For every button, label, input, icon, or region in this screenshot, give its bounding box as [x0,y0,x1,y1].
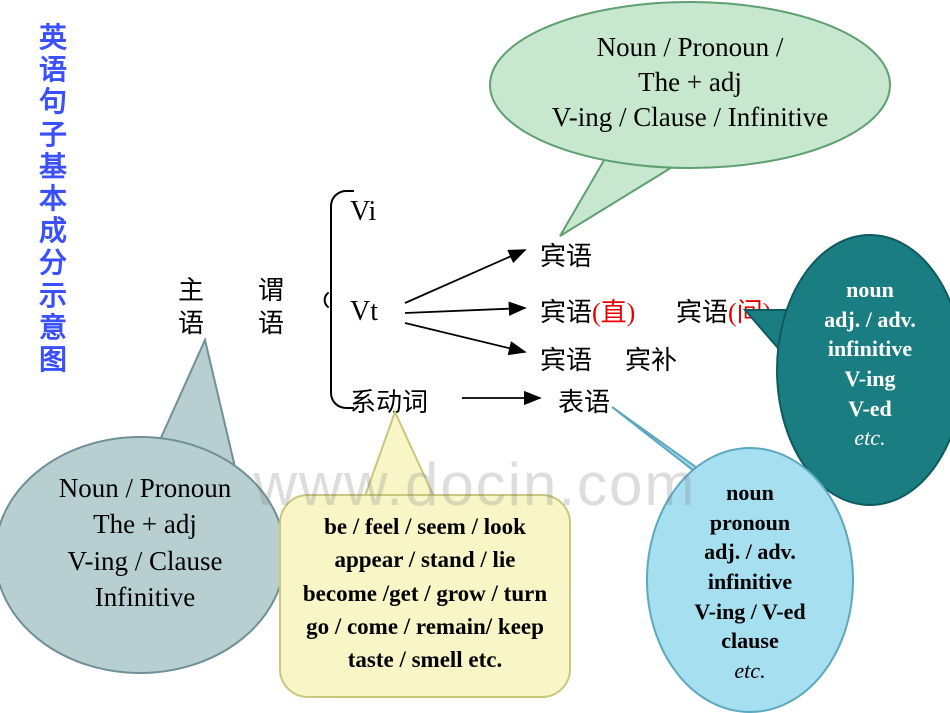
node-predicative: 表语 [558,382,610,419]
node-obj-complement: 宾补 [625,340,677,377]
node-link-verb: 系动词 [350,382,428,419]
bubble-teal-text: noun adj. / adv. infinitive V-ing V-ed e… [790,275,950,453]
bubble-cyan-text: noun pronoun adj. / adv. infinitive V-in… [660,478,840,686]
node-object-indirect: 宾语(间) [676,292,771,329]
diagram-stage: 英 语 句 子 基 本 成 分 示 意 图 主语 谓语 Vi Vt 系动词 宾语… [0,0,950,713]
bubble-left-gray-text: Noun / Pronoun The + adj V-ing / Clause … [20,470,270,616]
bubble-top-green-text: Noun / Pronoun / The + adj V-ing / Claus… [510,30,870,135]
watermark-text: www.docin.com [254,450,697,519]
node-predicate: 谓语 [258,275,284,340]
title-vertical: 英 语 句 子 基 本 成 分 示 意 图 [38,23,68,377]
node-subject: 主语 [178,275,204,340]
bubble-yellow-text: be / feel / seem / look appear / stand /… [280,510,570,677]
node-vt: Vt [350,296,378,328]
node-object-3: 宾语 [540,340,592,377]
node-object-direct: 宾语(直) [540,292,635,329]
brace-icon [330,190,354,409]
node-object-1: 宾语 [540,236,592,273]
